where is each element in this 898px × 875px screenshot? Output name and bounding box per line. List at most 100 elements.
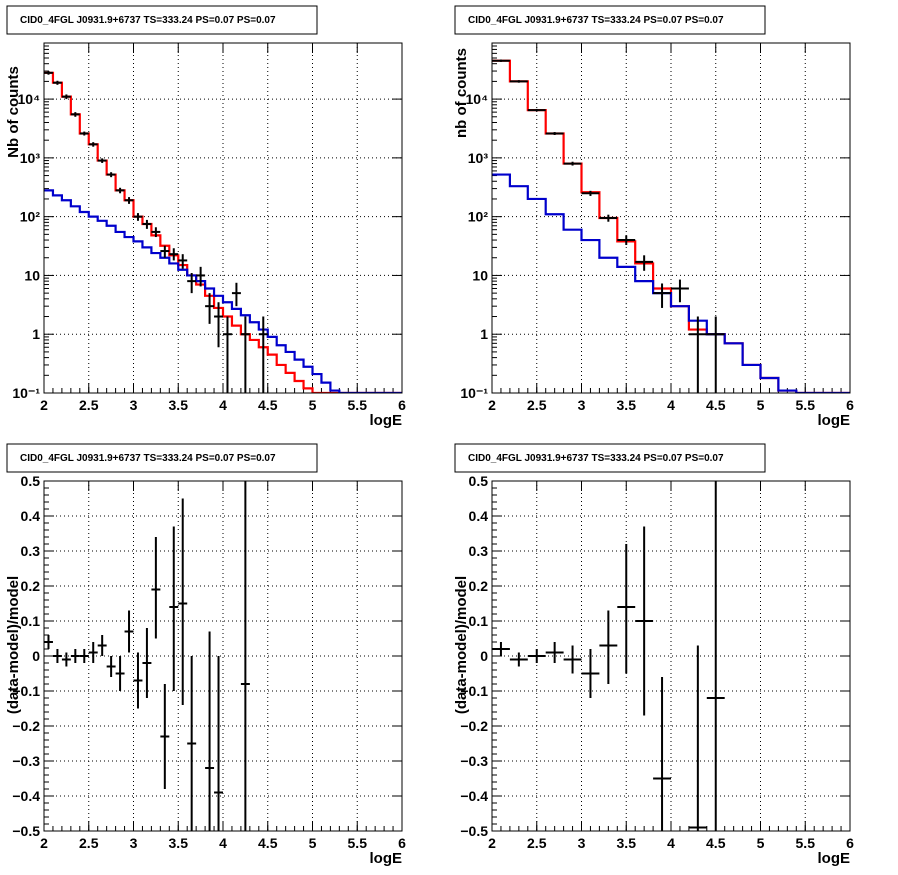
data-point [61,652,71,667]
y-tick-label: 10⁻¹ [460,385,488,401]
data-point [70,649,80,663]
data-point [187,656,197,831]
data-point [214,656,223,831]
histogram-series-1 [44,189,402,393]
data-point [88,142,98,147]
data-point [527,108,546,112]
x-tick-label: 3 [578,397,586,413]
plot-p1: 2 2.5 3 3.5 4 4.5 5 5.5 6 10⁻¹ 1 10 10² 10³ 10⁴ CID0_4F… [5,5,406,429]
x-tick-label: 5.5 [348,835,368,851]
data-point [79,131,89,136]
y-tick-label: 10⁴ [466,91,489,107]
plot-frame [491,480,851,832]
y-tick-label: 10² [20,209,41,225]
data-point [44,635,53,649]
y-tick-label: −0.2 [12,718,40,734]
x-tick-label: 4.5 [706,835,726,851]
x-tick-label: 2.5 [527,835,547,851]
data-point [492,642,510,656]
x-tick-label: 6 [398,835,406,851]
data-point [88,642,98,663]
x-tick-label: 5.5 [348,397,368,413]
x-tick-label: 6 [398,397,406,413]
data-point [617,544,636,674]
y-tick-label: 10 [472,267,488,283]
data-point [160,245,170,258]
data-point [205,293,215,324]
data-point [563,645,582,674]
data-point [97,158,107,163]
x-tick-label: 4 [667,397,675,413]
plot-title: CID0_4FGL J0931.9+6737 TS=333.24 PS=0.07… [20,453,276,464]
plot-title: CID0_4FGL J0931.9+6737 TS=333.24 PS=0.07… [468,15,724,26]
data-point [169,526,179,691]
y-tick-label: 0.5 [21,473,41,489]
data-point [115,656,125,691]
data-point [635,526,654,716]
data-point [44,71,53,75]
data-point [581,649,600,698]
plot-title-box [6,443,318,473]
x-tick-label: 3 [130,397,138,413]
data-point [688,316,707,393]
x-tick-label: 2.5 [79,835,99,851]
data-point [545,642,564,663]
data-point [240,481,250,831]
data-point [196,266,206,287]
x-axis-title: logE [818,412,851,429]
y-axis-title: nb of counts [453,48,470,138]
data-point [61,94,71,100]
plot-title: CID0_4FGL J0931.9+6737 TS=333.24 PS=0.07… [468,453,724,464]
y-tick-label: 0.4 [21,508,41,524]
y-tick-label: 10³ [468,150,489,166]
x-tick-label: 3.5 [617,397,637,413]
plot-title-box [454,5,766,35]
y-tick-label: 0.3 [21,543,41,559]
data-point [70,112,80,117]
x-tick-label: 2 [40,397,48,413]
data-point [151,537,161,639]
data-point [178,254,188,269]
data-point [581,190,600,196]
plot-p4: 2 2.5 3 3.5 4 4.5 5 5.5 6 −0.5 −0.4 −0.3 −0.2 −0.1 0 0.… [453,443,854,867]
plot-title-box [454,443,766,473]
x-tick-label: 5.5 [796,397,816,413]
y-tick-label: −0.1 [460,683,488,699]
y-tick-label: 10³ [20,150,41,166]
data-point [599,610,618,684]
x-axis-title: logE [818,850,851,867]
data-point [214,302,223,348]
y-tick-label: 0.4 [469,508,489,524]
data-point [617,235,636,245]
x-tick-label: 3.5 [169,835,189,851]
x-tick-label: 6 [846,835,854,851]
x-tick-label: 5.5 [796,835,816,851]
data-point [133,652,143,709]
x-tick-label: 3 [578,835,586,851]
y-tick-label: −0.5 [12,823,40,839]
y-tick-label: −0.4 [460,788,488,804]
y-tick-label: −0.3 [460,753,488,769]
data-point [187,273,197,294]
x-tick-label: 2.5 [527,397,547,413]
data-point [133,213,143,221]
x-axis-title: logE [370,412,403,429]
data-point [706,481,725,831]
y-tick-label: 10⁴ [18,91,41,107]
histogram-series-0 [44,71,402,393]
x-tick-label: 5 [757,835,765,851]
data-point [52,649,62,663]
plot-title: CID0_4FGL J0931.9+6737 TS=333.24 PS=0.07… [20,15,276,26]
data-point [52,80,62,85]
data-point [124,197,134,204]
y-axis-title: (data-model)/model [5,576,22,714]
data-point [106,656,116,677]
x-tick-label: 4.5 [706,397,726,413]
data-point [106,172,116,178]
x-tick-label: 4.5 [258,397,278,413]
data-point [635,255,654,271]
y-tick-label: −0.4 [12,788,40,804]
data-point [205,631,215,831]
plot-p2: 2 2.5 3 3.5 4 4.5 5 5.5 6 10⁻¹ 1 10 10² 10³ 10⁴ CID0_4F… [453,5,854,429]
